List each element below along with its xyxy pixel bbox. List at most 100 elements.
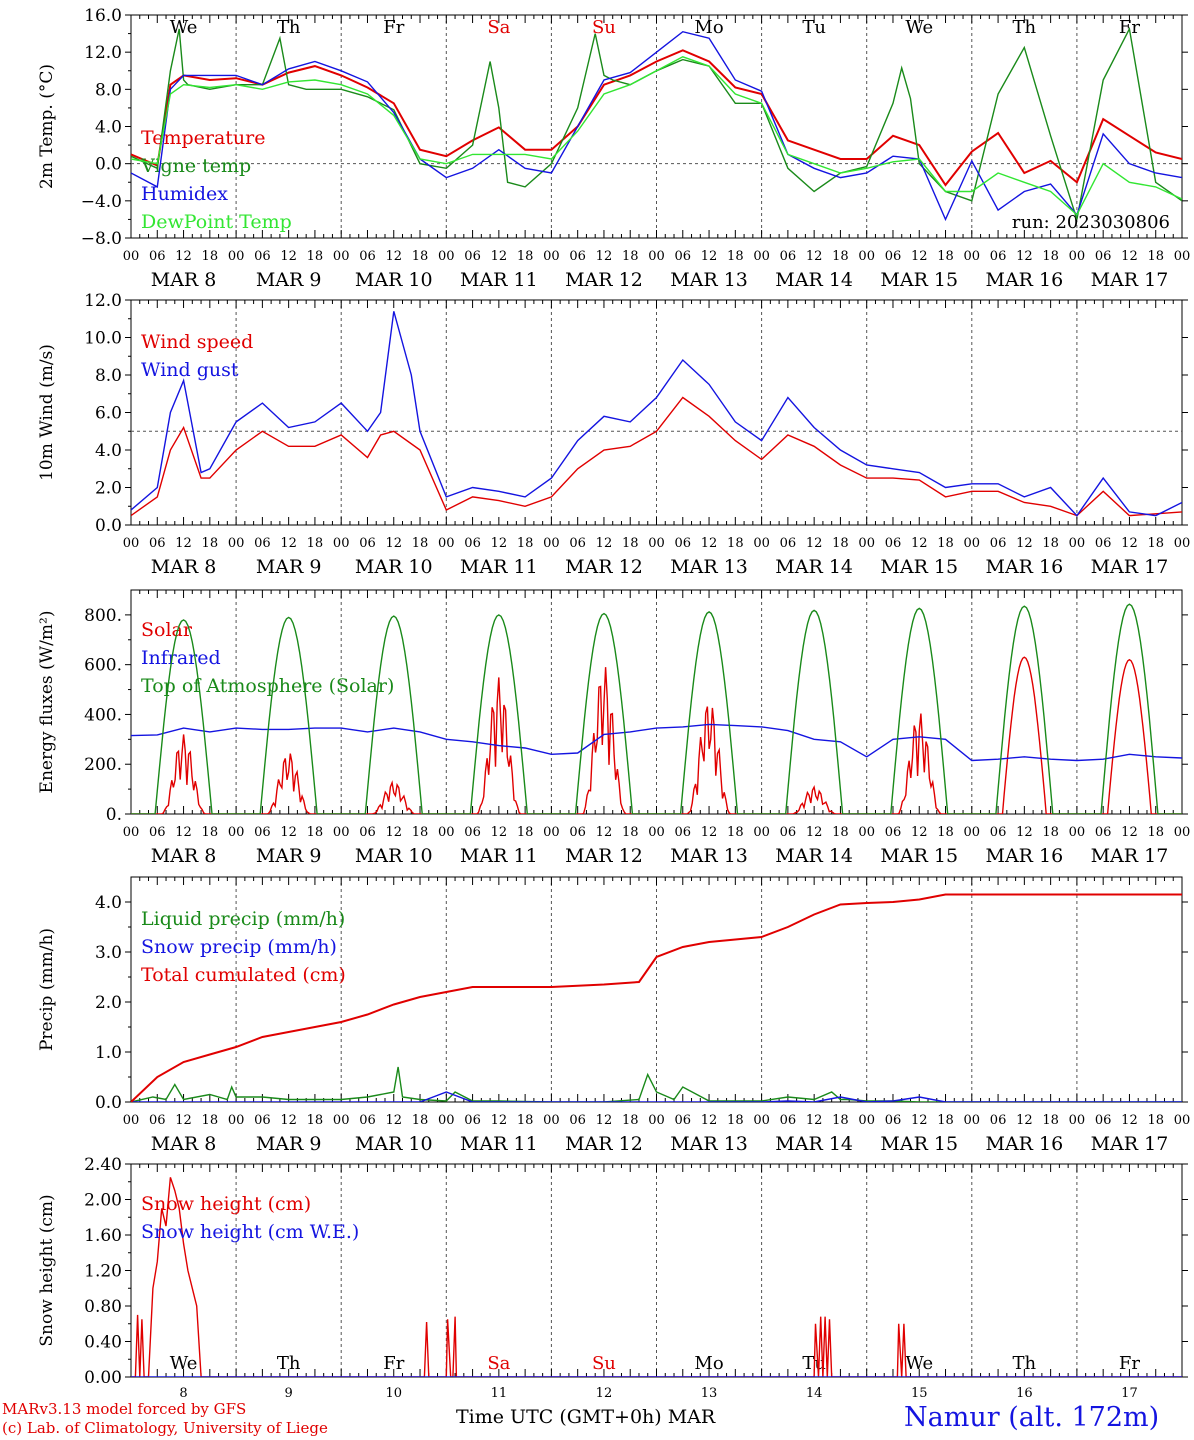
hour-tick-label: 18 [622, 825, 639, 840]
date-label: MAR 11 [460, 556, 538, 578]
y-tick-label: 0.80 [84, 1297, 122, 1317]
hour-tick-label: 00 [648, 1113, 665, 1128]
y-tick-label: −4.0 [81, 192, 122, 212]
y-tick-label: 200. [84, 755, 122, 775]
hour-tick-label: 18 [727, 1113, 744, 1128]
hour-tick-label: 12 [491, 825, 508, 840]
hour-tick-label: 06 [675, 249, 692, 264]
date-label: MAR 13 [670, 845, 748, 867]
y-tick-label: 2.0 [95, 479, 122, 499]
y-tick-label: 800. [84, 606, 122, 626]
bottom-date-label: 8 [179, 1386, 187, 1401]
date-label: MAR 15 [880, 1133, 958, 1155]
hour-tick-label: 00 [964, 1113, 981, 1128]
weekday-label: Th [277, 17, 301, 38]
hour-tick-label: 06 [675, 825, 692, 840]
y-axis-label: Energy fluxes (W/m²) [37, 611, 57, 794]
hour-tick-label: 12 [491, 249, 508, 264]
legend-snow-precip-mm-h: Snow precip (mm/h) [141, 936, 337, 958]
hour-tick-label: 18 [412, 536, 429, 551]
date-label: MAR 16 [985, 1133, 1063, 1155]
hour-tick-label: 18 [1147, 825, 1164, 840]
hour-tick-label: 06 [990, 249, 1007, 264]
date-label: MAR 10 [355, 845, 433, 867]
date-label: MAR 13 [670, 269, 748, 291]
hour-tick-label: 06 [359, 536, 376, 551]
hour-tick-label: 06 [569, 249, 586, 264]
legend-top-of-atmosphere-solar: Top of Atmosphere (Solar) [141, 675, 394, 697]
series-line-total-cumulated-cm [131, 893, 1182, 1102]
hour-tick-label: 18 [202, 536, 219, 551]
hour-tick-label: 18 [832, 536, 849, 551]
y-tick-label: 4.0 [95, 118, 122, 138]
hour-tick-label: 18 [202, 1113, 219, 1128]
bottom-date-label: 13 [701, 1386, 718, 1401]
hour-tick-label: 00 [1174, 1113, 1191, 1128]
date-label: MAR 8 [151, 845, 217, 867]
hour-tick-label: 06 [990, 536, 1007, 551]
series-line-humidex [131, 30, 1182, 222]
hour-tick-label: 18 [832, 1113, 849, 1128]
weekday-label: Fr [383, 1353, 404, 1374]
panel-frame [130, 589, 1183, 815]
hour-tick-label: 06 [254, 825, 271, 840]
hour-tick-label: 12 [701, 536, 718, 551]
y-tick-label: 12.0 [84, 291, 122, 311]
model-credit: MARv3.13 model forced by GFS [2, 1400, 247, 1418]
y-axis-label: 2m Temp. (°C) [37, 64, 57, 189]
y-tick-label: 4.0 [95, 441, 122, 461]
hour-tick-label: 00 [753, 536, 770, 551]
hour-tick-label: 18 [202, 825, 219, 840]
legend-humidex: Humidex [141, 183, 228, 205]
hour-tick-label: 00 [228, 249, 245, 264]
hour-tick-label: 06 [1095, 536, 1112, 551]
hour-tick-label: 12 [175, 536, 192, 551]
hour-tick-label: 00 [858, 249, 875, 264]
hour-tick-label: 18 [1042, 825, 1059, 840]
date-label: MAR 10 [355, 556, 433, 578]
hour-tick-label: 00 [1174, 249, 1191, 264]
hour-tick-label: 00 [123, 1113, 140, 1128]
hour-tick-label: 12 [1016, 825, 1033, 840]
hour-tick-label: 18 [622, 536, 639, 551]
y-tick-label: 12.0 [84, 43, 122, 63]
weekday-label: Mo [694, 17, 723, 38]
date-label: MAR 11 [460, 269, 538, 291]
hour-tick-label: 18 [727, 825, 744, 840]
weekday-label: We [905, 17, 933, 38]
date-label: MAR 15 [880, 269, 958, 291]
hour-tick-label: 18 [412, 825, 429, 840]
hour-tick-label: 12 [911, 536, 928, 551]
hour-tick-label: 12 [1121, 825, 1138, 840]
hour-tick-label: 18 [727, 536, 744, 551]
hour-tick-label: 18 [937, 249, 954, 264]
hour-tick-label: 18 [622, 249, 639, 264]
hour-tick-label: 12 [1016, 1113, 1033, 1128]
date-label: MAR 14 [775, 1133, 853, 1155]
hour-tick-label: 18 [412, 249, 429, 264]
y-tick-label: 2.00 [84, 1191, 122, 1211]
date-label: MAR 8 [151, 269, 217, 291]
hour-tick-label: 18 [1042, 536, 1059, 551]
hour-tick-label: 00 [228, 1113, 245, 1128]
date-label: MAR 17 [1091, 269, 1169, 291]
hour-tick-label: 06 [254, 1113, 271, 1128]
y-tick-label: 8.0 [95, 366, 122, 386]
y-tick-label: 0.40 [84, 1333, 122, 1353]
hour-tick-label: 18 [307, 825, 324, 840]
date-label: MAR 11 [460, 1133, 538, 1155]
weekday-label: Fr [383, 17, 404, 38]
legend-total-cumulated-cm: Total cumulated (cm) [141, 964, 346, 986]
hour-tick-label: 00 [648, 249, 665, 264]
hour-tick-label: 06 [885, 825, 902, 840]
date-label: MAR 9 [256, 269, 322, 291]
hour-tick-label: 00 [333, 536, 350, 551]
hour-tick-label: 12 [806, 825, 823, 840]
hour-tick-label: 18 [832, 825, 849, 840]
hour-tick-label: 00 [543, 536, 560, 551]
hour-tick-label: 00 [648, 536, 665, 551]
y-tick-label: 6.0 [95, 404, 122, 424]
bottom-date-label: 14 [806, 1386, 823, 1401]
hour-tick-label: 12 [911, 825, 928, 840]
